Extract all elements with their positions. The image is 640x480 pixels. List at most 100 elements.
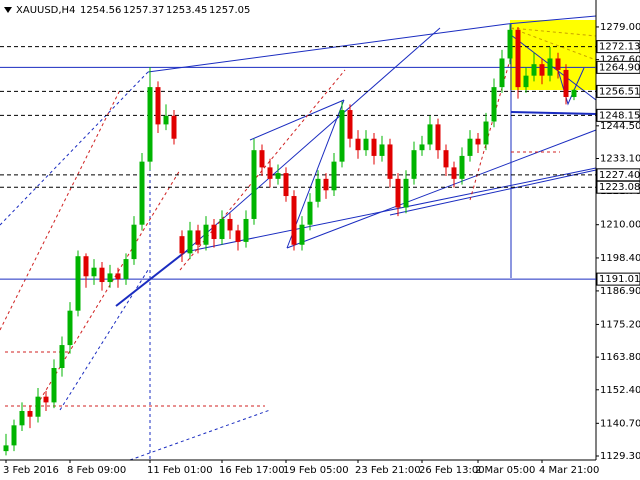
trendline: [184, 167, 597, 253]
x-tick-label: 3 Feb 2016: [3, 465, 59, 476]
candle-body: [403, 178, 409, 208]
candle-body: [35, 396, 41, 417]
candle-body: [387, 144, 393, 179]
open-price: 1254.56: [80, 5, 121, 16]
level-label: 1223.08: [599, 182, 640, 193]
candle-body: [459, 155, 465, 179]
candle-body: [91, 267, 97, 277]
candle-body: [491, 87, 497, 122]
candle-body: [107, 273, 113, 283]
candle-body: [315, 178, 321, 202]
candle-body: [147, 87, 153, 162]
y-tick-label: 1129.30: [600, 451, 640, 462]
y-tick-label: 1279.00: [600, 22, 640, 33]
candle-body: [435, 124, 441, 151]
candle-body: [563, 69, 569, 97]
y-tick-label: 1186.90: [600, 286, 640, 297]
x-tick-label: 8 Feb 09:00: [67, 465, 126, 476]
level-label: 1191.01: [599, 274, 640, 285]
trendline: [147, 23, 508, 73]
candle-body: [51, 368, 57, 403]
x-tick-label: 19 Feb 05:00: [283, 465, 349, 476]
candle-body: [19, 410, 25, 426]
y-tick-label: 1244.50: [600, 121, 640, 132]
candle-body: [307, 201, 313, 225]
candle-body: [275, 173, 281, 179]
candle-body: [155, 87, 161, 125]
candle-body: [419, 144, 425, 151]
level-label: 1264.90: [599, 62, 640, 73]
candle-body: [515, 29, 521, 88]
trendline: [286, 129, 597, 249]
candle-body: [11, 425, 17, 446]
trendline: [249, 99, 345, 141]
candle-body: [547, 58, 553, 76]
candle-body: [355, 138, 361, 151]
candle-body: [267, 167, 273, 179]
candle-body: [571, 89, 577, 97]
candle-body: [187, 230, 193, 254]
level-label: 1256.51: [599, 86, 640, 97]
candle-body: [131, 224, 137, 260]
candle-body: [523, 75, 529, 88]
candle-body: [195, 230, 201, 245]
candle-body: [339, 110, 345, 162]
candle-body: [83, 256, 89, 277]
candle-body: [475, 138, 481, 145]
candle-body: [219, 218, 225, 240]
trendline: [510, 27, 597, 37]
trendline: [510, 111, 597, 115]
candle-body: [331, 161, 337, 191]
y-tick-label: 1175.20: [600, 319, 640, 330]
y-tick-label: 1198.40: [600, 253, 640, 264]
candle-body: [243, 218, 249, 242]
candle-body: [211, 224, 217, 240]
trendline: [506, 15, 597, 25]
y-tick-label: 1267.60: [600, 55, 640, 66]
candle-body: [59, 345, 65, 368]
candle-body: [371, 138, 377, 156]
candle-body: [139, 161, 145, 225]
forecast-zone: [510, 20, 596, 90]
candle-body: [395, 178, 401, 208]
low-price: 1253.45: [166, 5, 207, 16]
candle-body: [115, 273, 121, 280]
candle-body: [283, 173, 289, 197]
candle-body: [251, 150, 257, 219]
candle-body: [27, 410, 33, 417]
x-tick-label: 11 Feb 01:00: [147, 465, 213, 476]
level-box: [596, 108, 640, 122]
candle-body: [499, 58, 505, 88]
candle-body: [291, 196, 297, 245]
level-box: [596, 40, 640, 54]
trendline: [0, 89, 121, 331]
candle-body: [323, 178, 329, 191]
x-tick-label: 2 Mar 05:00: [475, 465, 535, 476]
high-price: 1257.37: [123, 5, 164, 16]
x-tick-label: 23 Feb 21:00: [355, 465, 421, 476]
candle-body: [299, 224, 305, 245]
close-price: 1257.05: [209, 5, 250, 16]
candle-body: [67, 310, 73, 346]
candle-body: [379, 144, 385, 156]
candle-body: [483, 121, 489, 145]
menu-icon[interactable]: [4, 7, 12, 13]
x-tick-label: 4 Mar 21:00: [539, 465, 599, 476]
candle-body: [531, 64, 537, 76]
candle-body: [203, 224, 209, 245]
candle-body: [99, 267, 105, 283]
candle-body: [3, 445, 9, 452]
candle-body: [451, 167, 457, 179]
level-label: 1227.40: [599, 170, 640, 181]
trendline: [129, 409, 271, 461]
level-box: [596, 84, 640, 98]
y-tick-label: 1152.40: [600, 385, 640, 396]
candle-body: [467, 138, 473, 156]
level-label: 1272.13: [599, 42, 640, 53]
candle-body: [539, 64, 545, 76]
candle-body: [259, 150, 265, 168]
candle-body: [171, 115, 177, 139]
level-box: [596, 180, 640, 194]
candle-body: [75, 256, 81, 311]
